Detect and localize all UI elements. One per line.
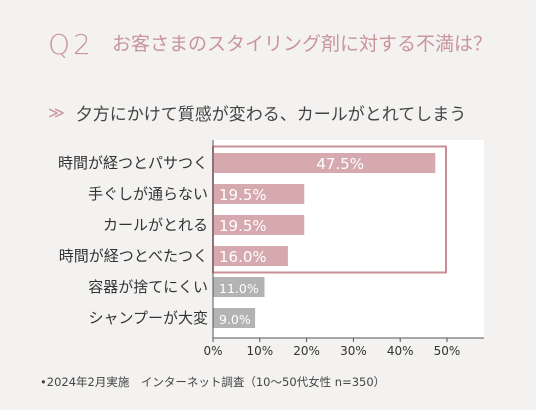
bar-value-label: 47.5% [316, 155, 364, 173]
question-number: Q2 [48, 28, 94, 61]
x-tick-label: 10% [246, 344, 273, 358]
bar [213, 246, 288, 266]
bar [213, 153, 436, 173]
bar-value-label: 19.5% [219, 186, 267, 204]
answer-text: 夕方にかけて質感が変わる、カールがとれてしまう [75, 105, 467, 125]
bar-value-label: 11.0% [219, 281, 259, 296]
footnote: •2024年2月実施 インターネット調査（10〜50代女性 n=350） [40, 375, 386, 389]
bar [213, 308, 256, 328]
bar-value-label: 9.0% [219, 312, 251, 327]
bar [213, 277, 265, 297]
x-tick-label: 20% [293, 344, 320, 358]
chevron-right-icon: ≫ [48, 103, 65, 122]
category-label: シャンプーが大変 [88, 309, 208, 327]
x-tick-label: 40% [387, 344, 414, 358]
bar [213, 184, 305, 204]
category-label: 手ぐしが通らない [87, 185, 208, 203]
question-text: お客さまのスタイリング剤に対する不満は？ [112, 33, 493, 55]
x-tick-label: 50% [434, 344, 461, 358]
bar-value-label: 19.5% [219, 217, 267, 235]
bar-value-label: 16.0% [219, 248, 267, 266]
category-label: 容器が捨てにくい [88, 278, 208, 296]
x-tick-label: 0% [203, 344, 222, 358]
category-label: カールがとれる [102, 216, 208, 234]
category-label: 時間が経つとパサつく [57, 154, 208, 172]
category-label: 時間が経つとべたつく [58, 247, 208, 265]
bar [213, 215, 305, 235]
answer-row: ≫ 夕方にかけて質感が変わる、カールがとれてしまう [48, 100, 466, 125]
x-tick-label: 30% [340, 344, 367, 358]
